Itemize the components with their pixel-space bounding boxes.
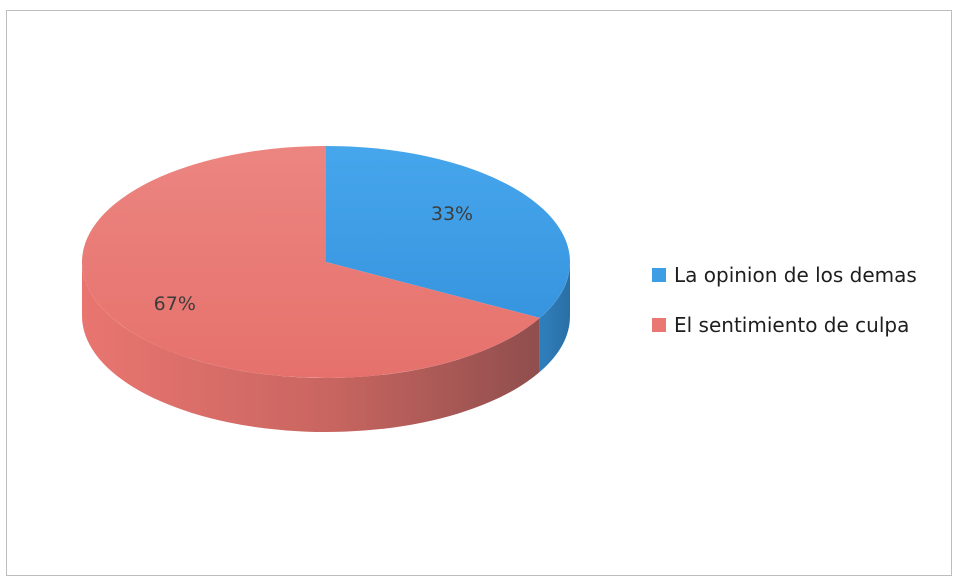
pie-side-opinion — [539, 262, 570, 372]
pie-slice-opinion — [326, 146, 570, 318]
pie-side-culpa — [82, 262, 540, 432]
legend: La opinion de los demas El sentimiento d… — [652, 258, 917, 358]
legend-label-culpa: El sentimiento de culpa — [674, 313, 910, 337]
pie-tops — [81, 146, 570, 378]
pie-sides — [82, 262, 570, 432]
legend-swatch-culpa — [652, 318, 666, 332]
data-label-culpa: 67% — [154, 293, 196, 315]
legend-label-opinion: La opinion de los demas — [674, 263, 917, 287]
legend-item-culpa: El sentimiento de culpa — [652, 308, 917, 342]
pie-labels: 33% 67% — [154, 203, 473, 315]
data-label-opinion: 33% — [431, 203, 473, 225]
legend-swatch-opinion — [652, 268, 666, 282]
legend-item-opinion: La opinion de los demas — [652, 258, 917, 292]
pie-slice-culpa — [81, 146, 540, 378]
